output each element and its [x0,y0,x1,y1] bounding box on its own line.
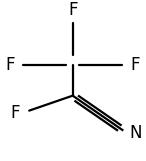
Text: N: N [129,124,141,142]
Text: F: F [10,104,20,123]
Text: F: F [68,1,77,19]
Text: F: F [130,56,140,74]
Text: F: F [5,56,15,74]
